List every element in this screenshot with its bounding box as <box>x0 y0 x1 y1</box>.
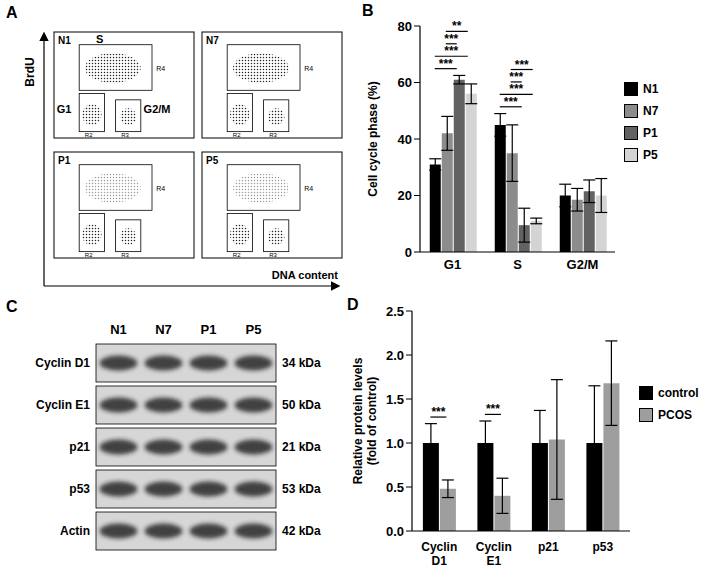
svg-text:R3: R3 <box>269 132 277 138</box>
svg-text:R4: R4 <box>304 185 313 192</box>
svg-text:80: 80 <box>398 19 412 34</box>
svg-text:***: *** <box>444 44 458 58</box>
svg-text:0.0: 0.0 <box>386 524 404 539</box>
svg-text:***: *** <box>439 57 453 71</box>
svg-text:40: 40 <box>398 132 412 147</box>
svg-text:2.5: 2.5 <box>386 304 404 319</box>
svg-text:20: 20 <box>398 188 412 203</box>
svg-text:P1: P1 <box>58 155 71 166</box>
svg-text:(fold of control): (fold of control) <box>365 377 379 466</box>
svg-text:R2: R2 <box>233 132 241 138</box>
svg-text:0: 0 <box>405 245 412 260</box>
svg-text:N1: N1 <box>110 322 127 337</box>
html-text:N7: N7 <box>643 104 659 118</box>
svg-text:***: *** <box>431 405 445 419</box>
svg-text:R3: R3 <box>121 132 129 138</box>
svg-text:Actin: Actin <box>60 524 90 538</box>
svg-text:21 kDa: 21 kDa <box>282 440 321 454</box>
svg-text:N7: N7 <box>155 322 172 337</box>
svg-text:P1: P1 <box>201 322 217 337</box>
html-text:D: D <box>347 296 359 313</box>
svg-text:***: *** <box>444 32 458 46</box>
svg-text:0.5: 0.5 <box>386 480 404 495</box>
svg-text:R4: R4 <box>304 65 313 72</box>
svg-text:R3: R3 <box>269 252 277 258</box>
svg-text:S: S <box>513 257 522 272</box>
svg-text:***: *** <box>504 95 518 109</box>
svg-text:N7: N7 <box>206 35 219 46</box>
svg-text:p21: p21 <box>538 540 559 554</box>
svg-text:**: ** <box>452 19 462 33</box>
svg-text:Relative protein levels: Relative protein levels <box>351 357 365 484</box>
svg-text:R3: R3 <box>121 252 129 258</box>
svg-text:1.5: 1.5 <box>386 392 404 407</box>
svg-text:CyclinE1: CyclinE1 <box>476 540 512 568</box>
html-text:N1: N1 <box>643 82 659 96</box>
svg-text:42 kDa: 42 kDa <box>282 524 321 538</box>
svg-text:G1: G1 <box>57 103 72 115</box>
svg-text:G2/M: G2/M <box>567 257 599 272</box>
svg-text:R2: R2 <box>85 132 93 138</box>
svg-text:BrdU: BrdU <box>23 57 37 86</box>
svg-text:p53: p53 <box>592 540 613 554</box>
svg-text:P5: P5 <box>206 155 219 166</box>
html-text:PCOS: PCOS <box>658 408 692 422</box>
svg-text:N1: N1 <box>58 35 71 46</box>
svg-text:p21: p21 <box>69 440 90 454</box>
html-text:control: control <box>658 386 699 400</box>
html-text:P1: P1 <box>643 126 658 140</box>
svg-text:Cyclin E1: Cyclin E1 <box>36 398 90 412</box>
svg-text:p53: p53 <box>69 482 90 496</box>
svg-text:A: A <box>6 4 18 21</box>
svg-text:R4: R4 <box>156 65 165 72</box>
svg-text:***: *** <box>515 58 529 72</box>
svg-text:P5: P5 <box>246 322 262 337</box>
svg-text:CyclinD1: CyclinD1 <box>421 540 457 568</box>
svg-text:R2: R2 <box>85 252 93 258</box>
svg-text:***: *** <box>486 402 500 416</box>
svg-text:DNA content: DNA content <box>272 269 339 281</box>
svg-text:G1: G1 <box>444 257 461 272</box>
svg-text:S: S <box>96 33 103 45</box>
svg-text:***: *** <box>509 82 523 96</box>
svg-text:60: 60 <box>398 75 412 90</box>
svg-text:50 kDa: 50 kDa <box>282 398 321 412</box>
svg-text:R4: R4 <box>156 185 165 192</box>
svg-text:Cell cycle phase (%): Cell cycle phase (%) <box>366 81 380 196</box>
html-text:B: B <box>362 2 374 19</box>
svg-text:2.0: 2.0 <box>386 348 404 363</box>
svg-text:***: *** <box>509 70 523 84</box>
svg-text:53 kDa: 53 kDa <box>282 482 321 496</box>
svg-text:G2/M: G2/M <box>144 103 171 115</box>
svg-text:1.0: 1.0 <box>386 436 404 451</box>
svg-text:34 kDa: 34 kDa <box>282 356 321 370</box>
svg-text:C: C <box>6 298 18 315</box>
svg-text:R2: R2 <box>233 252 241 258</box>
html-text:P5: P5 <box>643 148 658 162</box>
svg-text:Cyclin D1: Cyclin D1 <box>35 356 90 370</box>
